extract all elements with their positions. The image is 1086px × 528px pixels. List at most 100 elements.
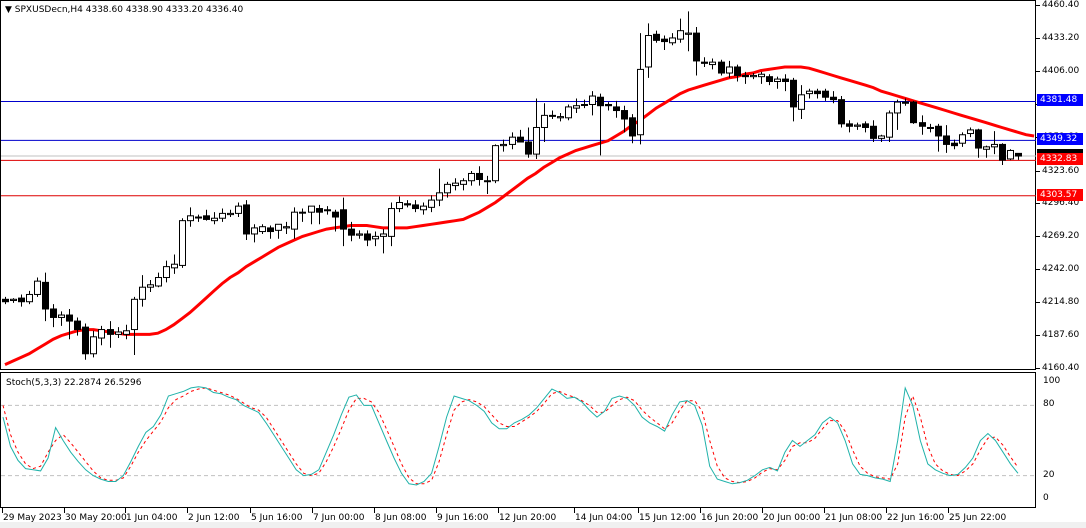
price-tick [1036,70,1040,72]
candle [782,74,789,92]
candle [155,272,162,288]
candle [171,254,178,274]
price-tick [1036,203,1040,205]
candle [2,296,9,305]
time-tick [374,508,375,513]
price-tick [1036,368,1040,369]
candle [999,143,1006,165]
candle [107,321,114,348]
candle [340,197,347,247]
candle [82,323,89,360]
candle [798,85,805,120]
price-tick [1036,236,1040,238]
candle [452,178,459,191]
candle [517,129,524,143]
candle [718,59,725,76]
candle [910,100,917,124]
time-tick [824,508,825,513]
candle [259,224,266,234]
time-tick [64,508,65,513]
candle [742,71,749,84]
price-tick-label: 4269.20 [1042,231,1080,242]
candle [975,128,982,158]
candle [983,145,990,158]
candle [420,202,427,215]
stochastic-panel[interactable]: Stoch(5,3,3) 22.2874 26.5296 [0,372,1037,508]
time-label: 16 Jun 20:00 [701,513,759,523]
time-tick [700,508,701,513]
candle [878,134,885,143]
stoch-level-label: 0 [1043,493,1049,503]
candle [935,123,942,152]
level-price-tag: 4381.48 [1037,94,1083,107]
stoch-main-line [2,386,1019,486]
candle [701,57,708,67]
candle [597,93,604,156]
candle [74,317,81,336]
bid-price-tag [1037,149,1083,156]
candle [902,98,909,106]
candle [283,221,290,234]
time-tick [187,508,188,513]
price-tick [1036,302,1040,304]
candle [316,204,323,225]
collapse-triangle-icon[interactable]: ▼ [5,5,12,15]
candle [862,121,869,133]
candle [621,105,628,133]
candle [436,168,443,207]
candle [653,30,660,43]
candle [822,88,829,101]
moving-average-line [4,65,1035,366]
candle [589,91,596,116]
candle [251,224,258,243]
candle [669,33,676,46]
time-label: 15 Jun 12:00 [639,513,697,523]
candle [267,225,274,239]
stochastic-canvas [1,386,1037,486]
time-label: 20 Jun 00:00 [763,513,821,523]
candle [613,100,620,118]
candle [66,308,73,340]
candle [581,99,588,109]
price-tick-label: 4406.00 [1042,65,1080,76]
candle [404,200,411,208]
time-label: 8 Jun 08:00 [375,513,427,523]
candle [460,178,467,191]
time-tick [762,508,763,513]
candle [356,230,363,239]
candle [123,324,130,340]
level-price-tag: 4332.83 [1037,153,1083,166]
candle [790,77,797,122]
candle [525,127,532,158]
time-label: 25 Jun 22:00 [949,513,1007,523]
candle [677,18,684,43]
stochastic-axis[interactable]: 100 80 20 0 [1036,372,1086,508]
candle [58,311,65,326]
candle [661,35,668,51]
candle [412,200,419,213]
candle [951,139,958,150]
candle [476,166,483,186]
price-axis[interactable]: 4460.404433.204406.004378.804351.604323.… [1036,0,1086,373]
candle [734,64,741,82]
candle [533,98,540,159]
candle [90,330,97,358]
candle [308,205,315,225]
time-label: 7 Jun 00:00 [313,513,365,523]
candle [573,98,580,113]
candle [870,120,877,143]
candle [693,27,700,76]
time-tick [312,508,313,513]
time-label: 22 Jun 16:00 [887,513,945,523]
time-label: 2 Jun 12:00 [188,513,240,523]
candle [541,103,548,143]
candle [203,209,210,221]
main-chart-panel[interactable]: ▼ SPXUSDecn,H4 4338.60 4338.90 4333.20 4… [0,0,1037,370]
price-chart-canvas [1,11,1037,366]
time-tick [886,508,887,513]
candle [758,71,765,84]
candle [211,212,218,225]
candle [943,125,950,153]
candle [428,195,435,213]
stochastic-label: Stoch(5,3,3) 22.2874 26.5296 [6,378,142,388]
